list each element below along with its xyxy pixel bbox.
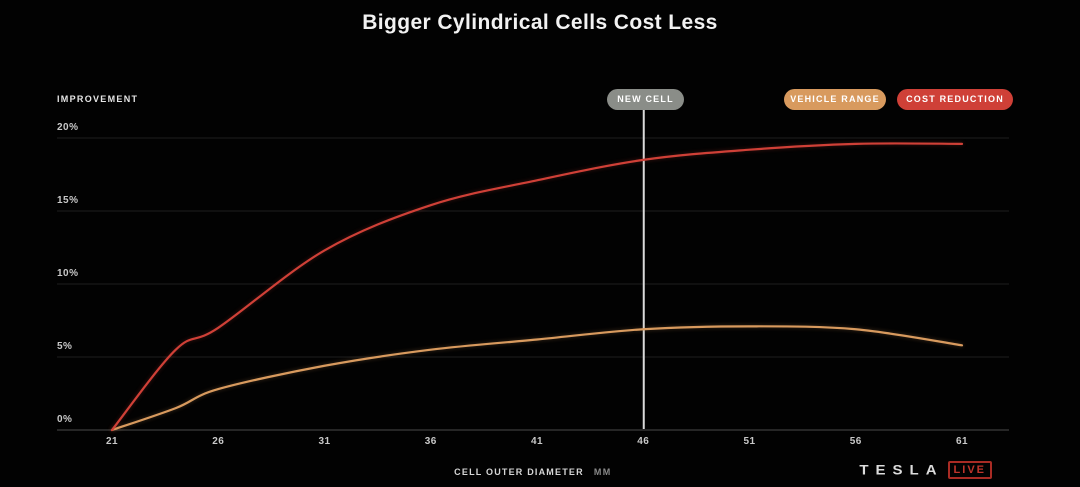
y-tick-20: 20% xyxy=(57,122,79,133)
chart-title: Bigger Cylindrical Cells Cost Less xyxy=(362,11,718,34)
x-tick-61: 61 xyxy=(955,436,969,447)
legend-cost-reduction: COST REDUCTION xyxy=(897,89,1013,110)
x-axis-unit: MM xyxy=(593,467,612,477)
y-tick-0: 0% xyxy=(57,414,73,425)
live-badge: LIVE xyxy=(947,461,992,479)
legend-vehicle-range: VEHICLE RANGE xyxy=(784,89,886,110)
x-axis-title: CELL OUTER DIAMETER MM xyxy=(57,467,1009,477)
x-tick-21: 21 xyxy=(105,436,119,447)
tesla-wordmark: TESLA xyxy=(859,462,944,478)
x-tick-56: 56 xyxy=(849,436,862,447)
y-tick-15: 15% xyxy=(57,195,79,206)
new-cell-badge: NEW CELL xyxy=(607,89,684,110)
y-tick-5: 5% xyxy=(57,341,73,352)
x-axis-label: CELL OUTER DIAMETER xyxy=(454,467,584,477)
y-axis-title: IMPROVEMENT xyxy=(57,94,139,104)
y-tick-10: 10% xyxy=(57,268,79,279)
brand-logo: TESLA LIVE xyxy=(859,460,992,480)
x-tick-36: 36 xyxy=(424,436,437,447)
curve-cost-reduction xyxy=(110,142,964,432)
x-tick-51: 51 xyxy=(743,436,756,447)
x-tick-31: 31 xyxy=(318,436,331,447)
x-tick-41: 41 xyxy=(530,436,544,447)
curve-vehicle-range xyxy=(110,325,964,432)
x-tick-46: 46 xyxy=(637,436,650,447)
x-tick-26: 26 xyxy=(212,436,225,447)
